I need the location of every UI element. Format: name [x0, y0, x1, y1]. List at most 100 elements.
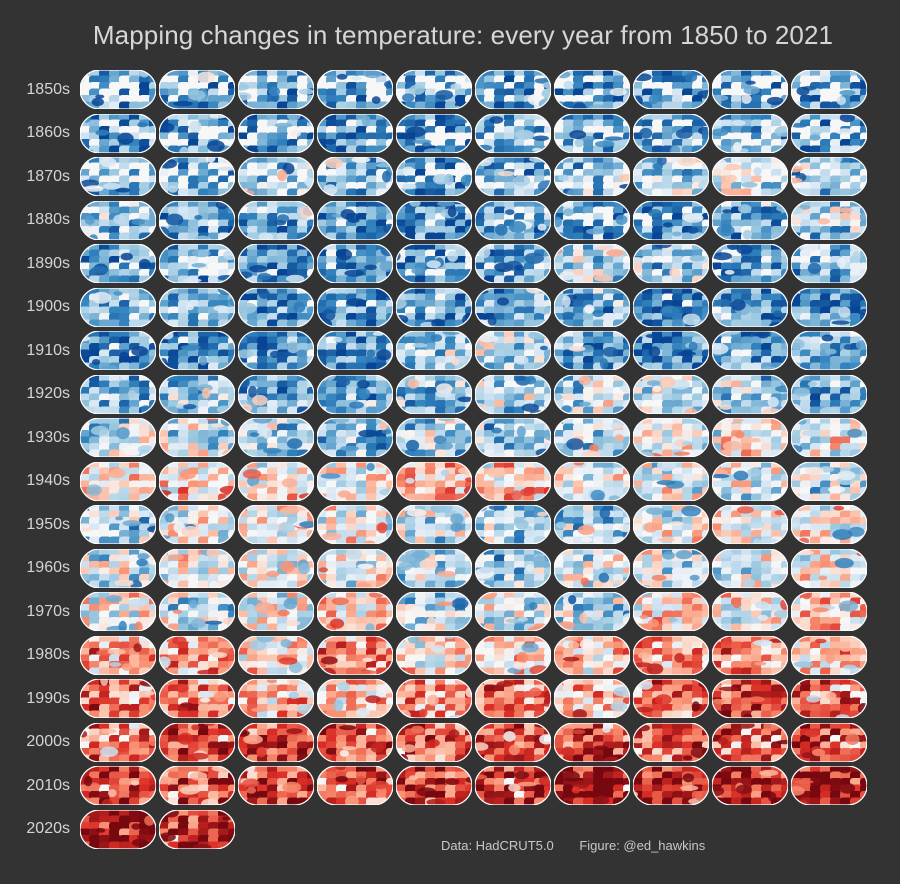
temperature-map-1957 [633, 505, 709, 544]
temperature-map-1867 [633, 113, 709, 153]
temperature-map-1999 [791, 679, 867, 718]
temperature-map-1880 [80, 200, 156, 240]
decade-label-1860s: 1860s [26, 124, 70, 141]
temperature-map-1937 [633, 418, 709, 457]
decade-label-1920s: 1920s [26, 385, 70, 402]
temperature-map-1938 [712, 418, 788, 457]
temperature-map-1974 [396, 592, 472, 631]
temperature-map-1852 [238, 70, 314, 109]
temperature-map-2001 [159, 722, 235, 762]
temperature-map-1920 [80, 374, 156, 414]
temperature-map-1864 [396, 113, 472, 153]
temperature-map-1997 [633, 679, 709, 718]
temperature-map-1948 [712, 461, 788, 501]
temperature-map-1925 [475, 374, 551, 414]
temperature-map-1993 [317, 679, 393, 718]
credits: Data: HadCRUT5.0 Figure: @ed_hawkins [441, 838, 705, 853]
temperature-map-1911 [159, 331, 235, 370]
decade-label-1940s: 1940s [26, 472, 70, 489]
temperature-map-1963 [317, 548, 393, 588]
temperature-map-1972 [238, 592, 314, 631]
temperature-map-1932 [238, 418, 314, 457]
temperature-map-1970 [80, 592, 156, 631]
temperature-map-1914 [396, 331, 472, 370]
temperature-map-1856 [554, 70, 630, 109]
temperature-map-2010 [80, 766, 156, 805]
temperature-map-2015 [475, 766, 551, 805]
temperature-map-1996 [554, 679, 630, 718]
temperature-map-1874 [396, 157, 472, 196]
temperature-map-1878 [712, 157, 788, 196]
temperature-map-1892 [238, 244, 314, 283]
temperature-map-1877 [633, 157, 709, 196]
decade-label-1970s: 1970s [26, 602, 70, 620]
temperature-map-1967 [633, 548, 709, 588]
temperature-map-1894 [396, 244, 472, 283]
temperature-map-1913 [317, 331, 393, 370]
temperature-map-2008 [712, 722, 788, 762]
temperature-map-2004 [396, 722, 472, 762]
temperature-map-1943 [317, 461, 393, 501]
temperature-map-1851 [159, 70, 235, 109]
temperature-map-1990 [80, 679, 156, 718]
temperature-map-1954 [396, 505, 472, 544]
temperature-map-1981 [159, 635, 235, 675]
temperature-map-1889 [791, 200, 867, 240]
temperature-map-1900 [80, 287, 156, 327]
temperature-map-1870 [80, 157, 156, 196]
temperature-map-1893 [317, 244, 393, 283]
temperature-map-1982 [238, 635, 314, 675]
decade-label-1990s: 1990s [26, 689, 70, 707]
temperature-map-1865 [475, 113, 551, 153]
temperature-map-1992 [238, 679, 314, 718]
temperature-map-1962 [238, 548, 314, 588]
temperature-map-2013 [317, 766, 393, 805]
temperature-map-1916 [554, 331, 630, 370]
temperature-map-1989 [791, 635, 867, 675]
temperature-map-1945 [475, 461, 551, 501]
temperature-map-1879 [791, 157, 867, 196]
temperature-map-1922 [238, 374, 314, 414]
temperature-map-2017 [633, 766, 709, 805]
temperature-map-1969 [791, 548, 867, 588]
temperature-map-1907 [633, 287, 709, 327]
temperature-map-1854 [396, 70, 472, 109]
temperature-map-1860 [80, 113, 156, 153]
temperature-map-1891 [159, 244, 235, 283]
temperature-map-1956 [554, 505, 630, 544]
decade-label-1910s: 1910s [26, 341, 70, 359]
temperature-map-1929 [791, 374, 867, 414]
temperature-map-1866 [554, 113, 630, 153]
temperature-map-1885 [475, 200, 551, 240]
temperature-map-1895 [475, 244, 551, 283]
temperature-map-1977 [633, 592, 709, 631]
temperature-map-1927 [633, 374, 709, 414]
temperature-map-1975 [475, 592, 551, 631]
temperature-map-1888 [712, 200, 788, 240]
temperature-map-1986 [554, 635, 630, 675]
temperature-map-2000 [80, 722, 156, 762]
temperature-map-1923 [317, 374, 393, 414]
temperature-map-2003 [317, 722, 393, 762]
temperature-map-1915 [475, 331, 551, 370]
temperature-map-1909 [791, 287, 867, 327]
temperature-map-1875 [475, 157, 551, 196]
temperature-map-1944 [396, 461, 472, 501]
temperature-map-1890 [80, 244, 156, 283]
temperature-map-1987 [633, 635, 709, 675]
temperature-map-1939 [791, 418, 867, 457]
temperature-map-1968 [712, 548, 788, 588]
figure-author-credit: Figure: @ed_hawkins [579, 838, 706, 853]
decade-label-2020s: 2020s [26, 820, 70, 837]
chart-title: Mapping changes in temperature: every ye… [92, 20, 834, 50]
temperature-map-1955 [475, 505, 551, 544]
temperature-map-2019 [791, 766, 867, 805]
temperature-map-2021 [159, 809, 235, 849]
temperature-map-1926 [554, 374, 630, 414]
temperature-map-1931 [159, 418, 235, 457]
temperature-map-1871 [159, 157, 235, 196]
temperature-map-1897 [633, 244, 709, 283]
temperature-map-1912 [238, 331, 314, 370]
temperature-map-1964 [396, 548, 472, 588]
decade-label-1960s: 1960s [26, 559, 70, 576]
